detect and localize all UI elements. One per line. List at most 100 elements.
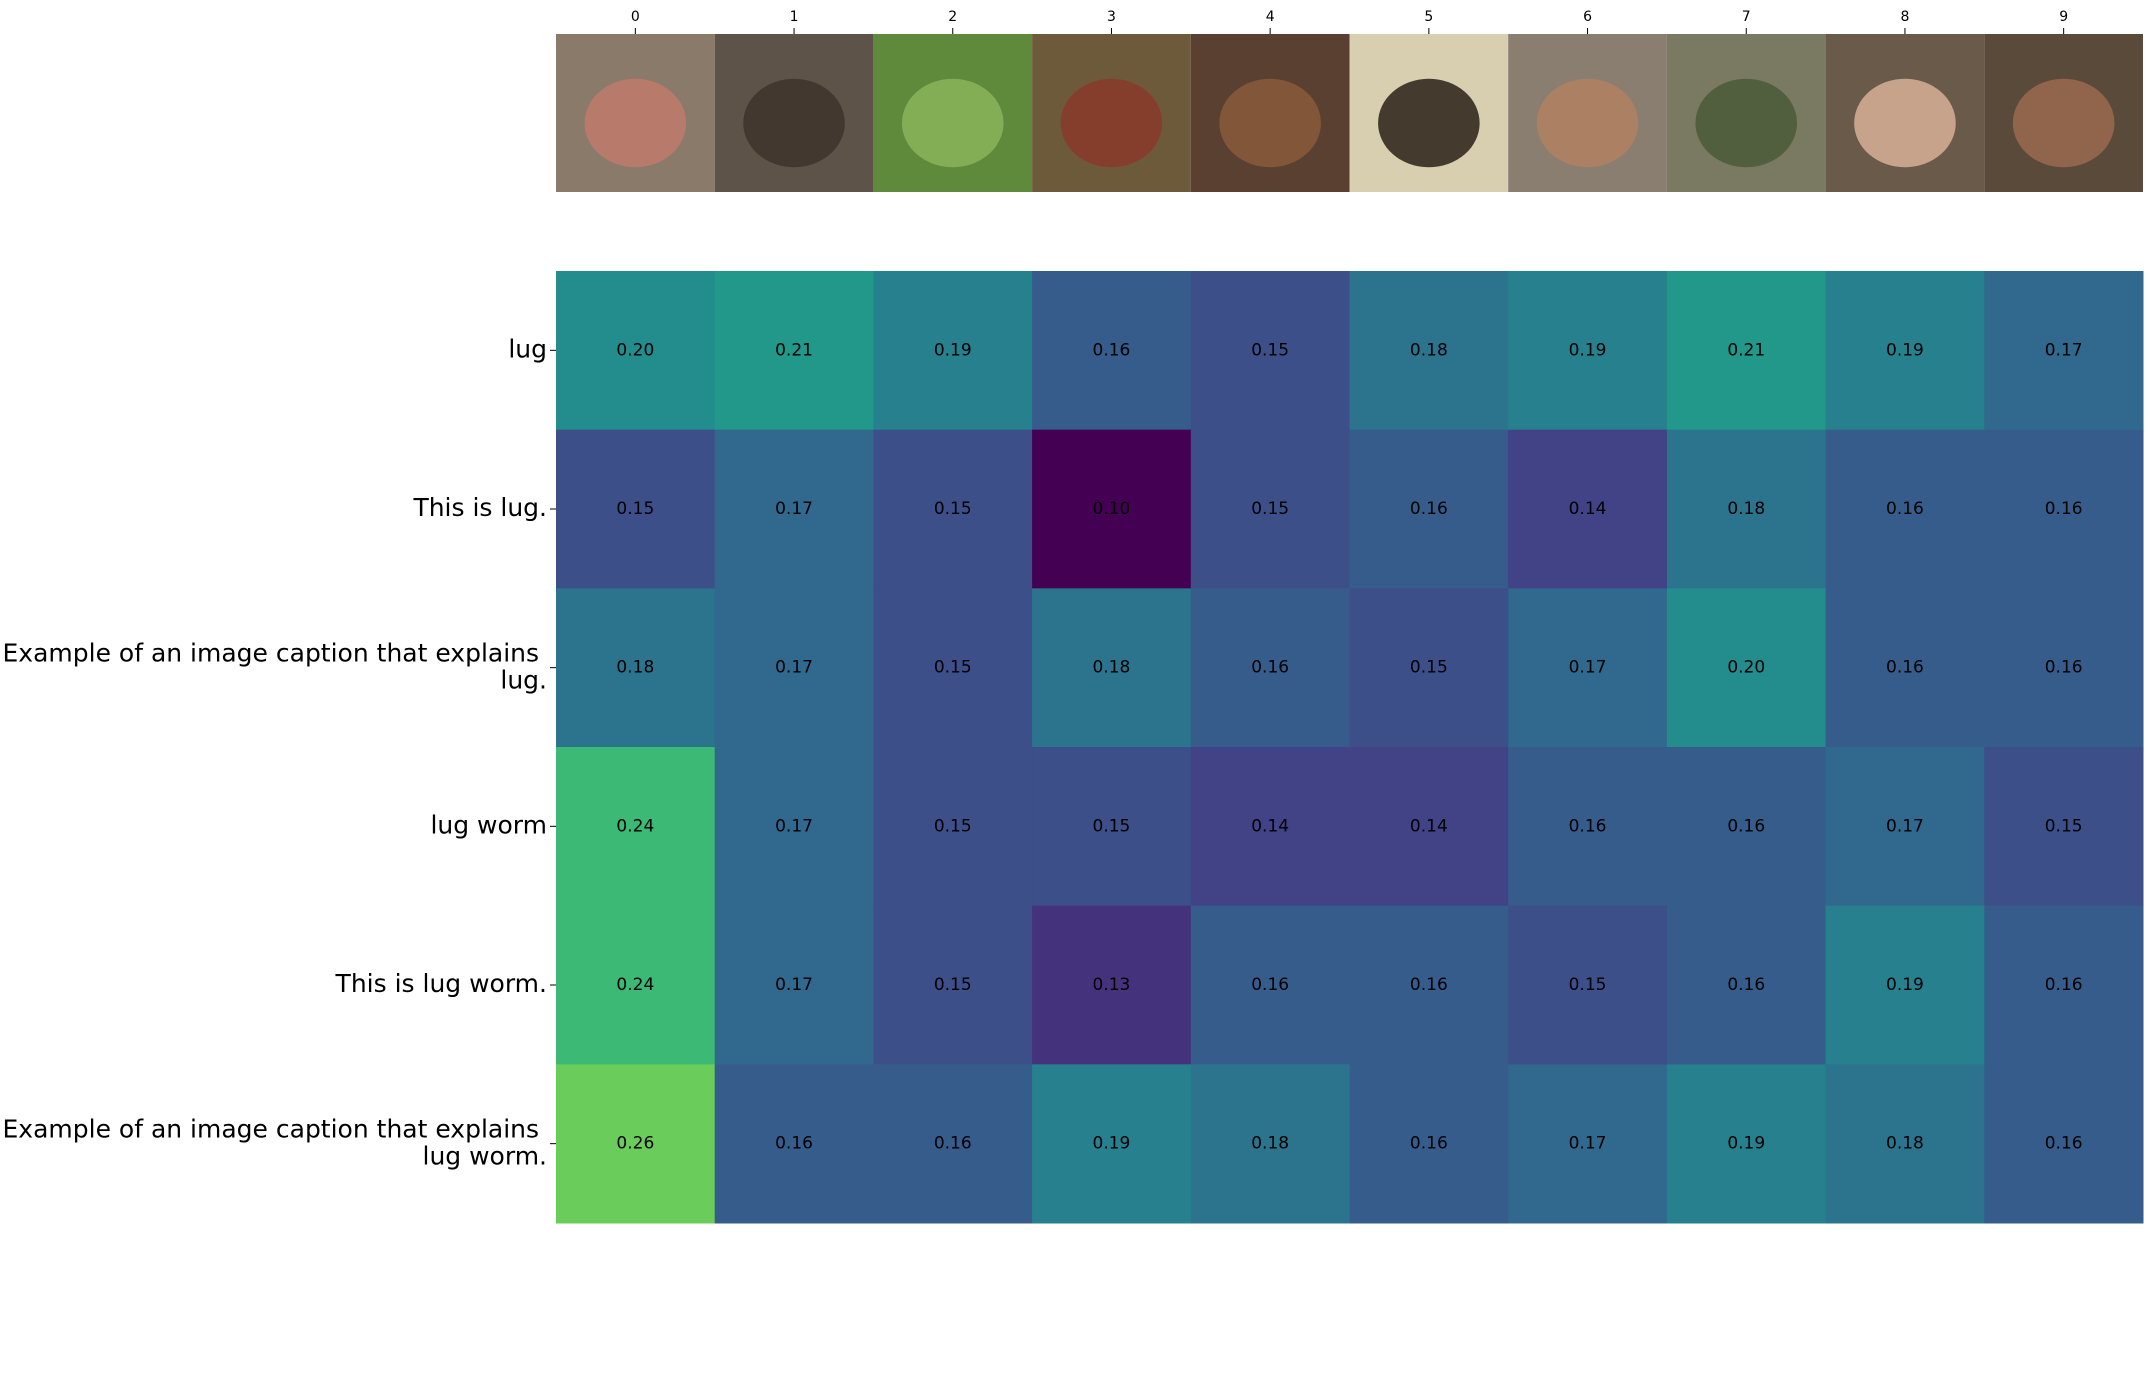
cell-label: 0.15 (1093, 816, 1131, 836)
heatmap-cell (1508, 905, 1668, 1065)
cell-label: 0.16 (1886, 499, 1924, 519)
x-tick-label: 1 (790, 9, 799, 25)
thumbnail-subject (584, 78, 687, 168)
x-tick-label: 2 (948, 9, 957, 25)
cell-label: 0.20 (1727, 658, 1765, 678)
heatmap-cell (873, 905, 1033, 1065)
heatmap-cell (714, 271, 874, 431)
heatmap-cell (556, 1064, 716, 1224)
cell-label: 0.16 (2045, 975, 2083, 995)
heatmap-cell (1825, 1064, 1985, 1224)
heatmap-cell (714, 1064, 874, 1224)
heatmap-cell (873, 747, 1033, 907)
cell-label: 0.16 (775, 1134, 813, 1154)
x-tick-label: 8 (1900, 9, 1909, 25)
cell-label: 0.17 (1886, 816, 1924, 836)
heatmap-cell (1984, 588, 2144, 748)
cell-label: 0.26 (616, 1134, 654, 1154)
cell-label: 0.18 (1886, 1134, 1924, 1154)
y-tick-label: lug (508, 334, 547, 363)
cell-label: 0.15 (934, 975, 972, 995)
cell-label: 0.16 (1886, 658, 1924, 678)
heatmap-cell (1825, 588, 1985, 748)
heatmap-cell (1508, 588, 1668, 748)
cell-label: 0.16 (1410, 499, 1448, 519)
heatmap-cell (1666, 905, 1827, 1065)
cell-label: 0.17 (775, 975, 813, 995)
thumbnail-subject (743, 78, 845, 168)
y-tick-label: This is lug. (412, 493, 547, 522)
heatmap-cell (1190, 747, 1350, 907)
heatmap-cell (1349, 588, 1509, 748)
heatmap-cell (1666, 429, 1827, 589)
cell-label: 0.19 (1727, 1134, 1765, 1154)
heatmap-cell (1984, 747, 2144, 907)
thumbnail-strip (556, 34, 2143, 192)
x-tick-label: 6 (1583, 9, 1592, 25)
heatmap-cell (1825, 429, 1985, 589)
heatmap-cell (1190, 1064, 1350, 1224)
heatmap-cell (1190, 588, 1350, 748)
cell-label: 0.10 (1093, 499, 1131, 519)
heatmap-cell (1508, 1064, 1668, 1224)
cell-label: 0.15 (1410, 658, 1448, 678)
thumbnail-subject (2012, 78, 2115, 168)
cell-label: 0.19 (1886, 340, 1924, 360)
heatmap-cell (873, 588, 1033, 748)
cell-label: 0.15 (934, 499, 972, 519)
cell-label: 0.16 (1251, 658, 1289, 678)
heatmap-cell (1032, 905, 1192, 1065)
cell-label: 0.17 (775, 658, 813, 678)
heatmap-cell (556, 271, 716, 431)
heatmap-cell (1349, 905, 1509, 1065)
heatmap-cell (1825, 905, 1985, 1065)
heatmap-cell (1190, 271, 1350, 431)
cell-label: 0.16 (1251, 975, 1289, 995)
heatmap-cell (1032, 271, 1192, 431)
cell-label: 0.17 (775, 816, 813, 836)
cell-label: 0.15 (934, 658, 972, 678)
heatmap-cell (1508, 429, 1668, 589)
heatmap-cell (873, 271, 1033, 431)
heatmap-cell (556, 429, 716, 589)
thumbnail-subject (1219, 78, 1321, 168)
heatmap-cell (1508, 271, 1668, 431)
cell-label: 0.16 (2045, 499, 2083, 519)
cell-label: 0.18 (1410, 340, 1448, 360)
heatmap-cell (1032, 429, 1192, 589)
heatmap-cell (556, 905, 716, 1065)
x-tick-label: 5 (1424, 9, 1433, 25)
cell-label: 0.14 (1251, 816, 1289, 836)
cell-label: 0.17 (775, 499, 813, 519)
heatmap-cell (1349, 271, 1509, 431)
heatmap-cell (714, 429, 874, 589)
heatmap-cell (1349, 1064, 1509, 1224)
cell-label: 0.15 (934, 816, 972, 836)
heatmap-cell (1666, 271, 1827, 431)
heatmap-cell (1349, 747, 1509, 907)
heatmap-cell (1349, 429, 1509, 589)
heatmap-cell (1190, 429, 1350, 589)
heatmap-cell (714, 747, 874, 907)
x-tick-label: 7 (1742, 9, 1751, 25)
cell-label: 0.17 (1569, 1134, 1607, 1154)
heatmap-cell (1984, 271, 2144, 431)
cell-label: 0.16 (1727, 816, 1765, 836)
y-tick-label: This is lug worm. (335, 969, 547, 998)
heatmap-cell (1032, 747, 1192, 907)
x-tick-label: 0 (631, 9, 640, 25)
cell-label: 0.15 (1569, 975, 1607, 995)
cell-label: 0.21 (775, 340, 813, 360)
cell-label: 0.18 (616, 658, 654, 678)
heatmap-cell (1984, 905, 2144, 1065)
thumbnail-subject (901, 78, 1004, 168)
heatmap-cell (1190, 905, 1350, 1065)
cell-label: 0.14 (1410, 816, 1448, 836)
y-tick-label: Example of an image caption that explain… (3, 1115, 548, 1171)
cell-label: 0.13 (1093, 975, 1131, 995)
cell-label: 0.15 (1251, 499, 1289, 519)
cell-label: 0.17 (2045, 340, 2083, 360)
thumbnail-subject (1695, 78, 1798, 168)
heatmap-cell (1825, 747, 1985, 907)
